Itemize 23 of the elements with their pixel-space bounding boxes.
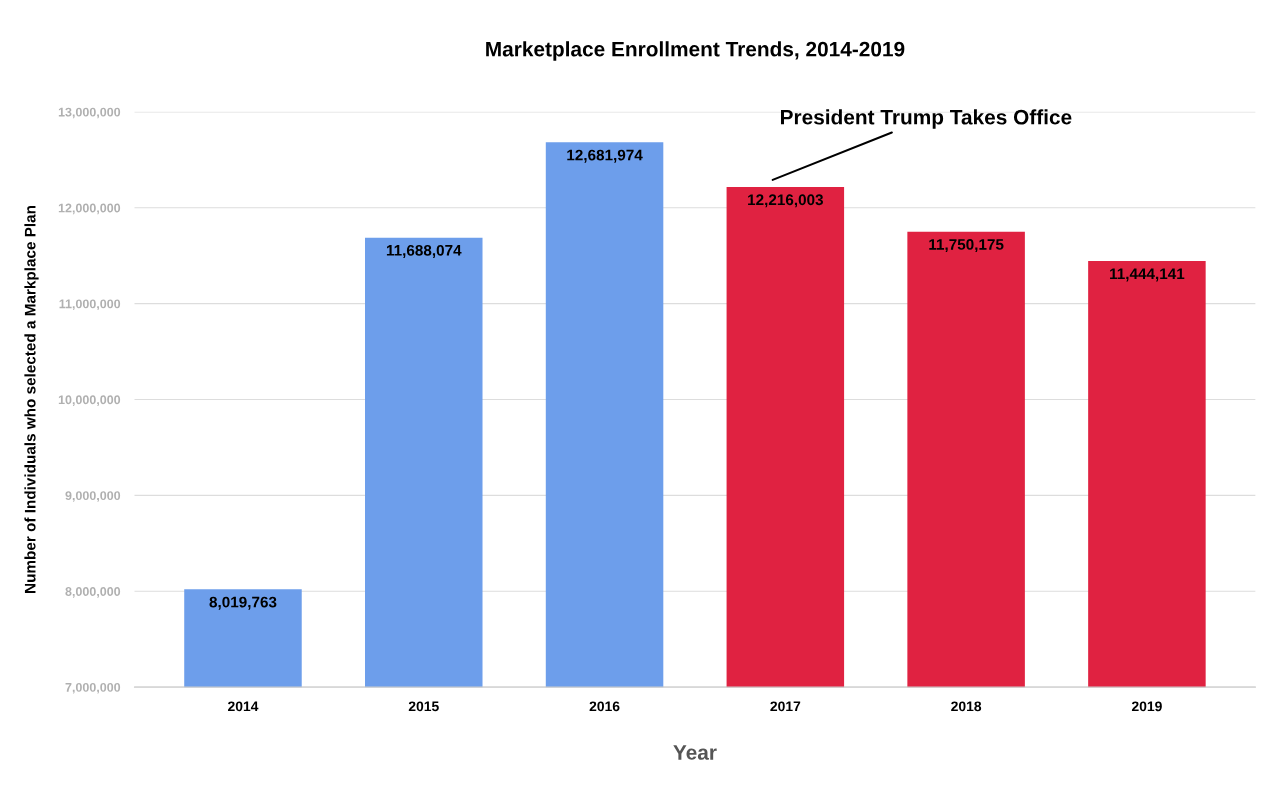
data-label: 11,688,074 <box>386 244 462 258</box>
x-tick-label: 2018 <box>951 701 982 712</box>
x-tick-label: 2015 <box>408 701 439 712</box>
data-label: 11,750,175 <box>929 239 1004 253</box>
x-tick-label: 2019 <box>1131 701 1162 712</box>
data-label: 8,019,763 <box>209 596 277 610</box>
y-tick-label: 11,000,000 <box>59 299 121 311</box>
y-tick-label: 7,000,000 <box>65 682 121 694</box>
x-tick-label: 2017 <box>770 701 801 712</box>
y-tick-label: 13,000,000 <box>58 107 121 119</box>
chart-title: Marketplace Enrollment Trends, 2014-2019 <box>486 41 905 61</box>
y-axis-title: Number of Individuals who selected a Markplace Plan <box>24 206 39 593</box>
x-axis-title: Year <box>673 745 717 760</box>
x-tick-label: 2014 <box>228 701 259 712</box>
y-tick-label: 10,000,000 <box>58 395 121 406</box>
annotation: President Trump Takes Office <box>781 109 1072 129</box>
y-tick-label: 12,000,000 <box>58 203 121 215</box>
y-tick-label: 8,000,000 <box>65 587 121 598</box>
x-tick-label: 2016 <box>589 701 620 712</box>
data-label: 11,444,141 <box>1110 268 1185 282</box>
y-tick-label: 9,000,000 <box>65 491 121 502</box>
data-label: 12,216,003 <box>748 194 824 208</box>
data-label: 12,681,974 <box>567 149 643 163</box>
